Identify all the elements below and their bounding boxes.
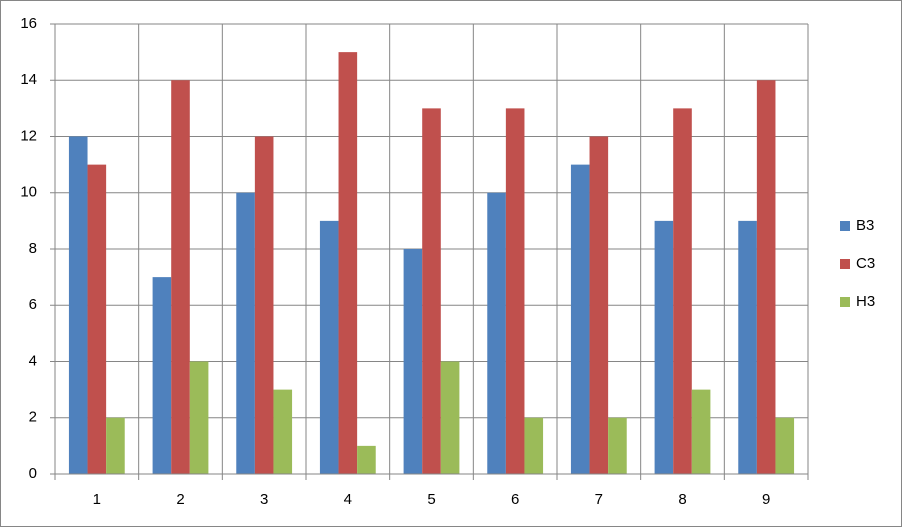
bar <box>236 192 255 474</box>
x-tick-label: 4 <box>344 491 352 508</box>
bar <box>68 136 88 474</box>
y-tick-label: 4 <box>29 352 37 369</box>
legend-swatch <box>840 221 850 231</box>
bar <box>524 417 544 474</box>
bar <box>106 417 125 474</box>
bar <box>691 389 711 474</box>
bar <box>171 80 190 474</box>
bar <box>738 220 757 474</box>
y-tick-label: 6 <box>29 296 37 313</box>
x-tick-label: 3 <box>260 491 268 508</box>
x-tick-label: 7 <box>595 491 603 508</box>
bar <box>440 361 460 474</box>
bar <box>608 417 627 474</box>
bar <box>338 52 358 474</box>
bar <box>756 80 776 474</box>
y-tick-label: 14 <box>20 71 37 88</box>
bar <box>505 108 525 474</box>
bar <box>589 136 609 474</box>
y-tick-label: 12 <box>20 127 37 144</box>
y-tick-label: 2 <box>29 409 37 426</box>
bar <box>422 108 441 474</box>
bar <box>319 220 339 474</box>
bar <box>87 164 107 474</box>
bar <box>254 136 274 474</box>
y-tick-label: 16 <box>20 15 37 32</box>
x-tick-label: 5 <box>427 491 435 508</box>
x-tick-label: 6 <box>511 491 519 508</box>
legend-swatch <box>840 259 850 269</box>
legend-label: В3 <box>856 217 874 234</box>
legend-label: Н3 <box>856 293 875 310</box>
bar <box>673 108 692 474</box>
bar <box>189 361 209 474</box>
bar <box>403 249 423 474</box>
x-tick-label: 8 <box>678 491 686 508</box>
y-tick-label: 10 <box>20 184 37 201</box>
bar <box>487 192 506 474</box>
bar <box>654 220 674 474</box>
y-tick-label: 0 <box>29 465 37 482</box>
y-tick-label: 8 <box>29 240 37 257</box>
bar <box>357 445 376 474</box>
bar <box>775 417 795 474</box>
x-tick-label: 9 <box>762 491 770 508</box>
bar <box>570 164 590 474</box>
legend-label: С3 <box>856 255 875 272</box>
legend-swatch <box>840 297 850 307</box>
x-tick-label: 1 <box>93 491 101 508</box>
bar <box>152 277 172 474</box>
x-tick-label: 2 <box>176 491 184 508</box>
bar <box>273 389 293 474</box>
